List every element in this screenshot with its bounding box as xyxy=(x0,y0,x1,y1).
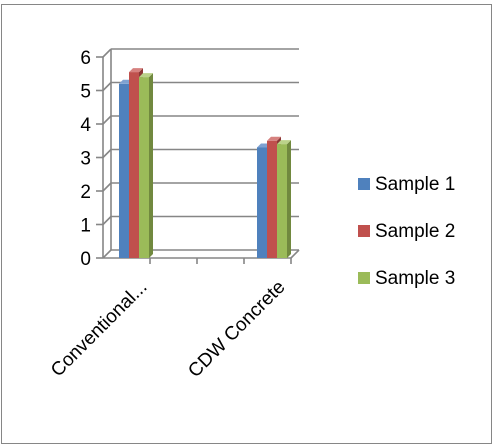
bar-side xyxy=(149,73,153,258)
gridline-connector xyxy=(102,148,112,159)
floor-edge xyxy=(290,249,300,259)
bar xyxy=(119,83,129,258)
chart-frame xyxy=(1,4,492,444)
legend: Sample 1 Sample 2 Sample 3 xyxy=(358,174,455,289)
x-tick-label: CDW Concrete xyxy=(184,277,289,382)
bar xyxy=(257,147,267,258)
bar xyxy=(139,77,149,258)
legend-swatch xyxy=(358,225,370,237)
gridline-connector xyxy=(102,48,112,58)
y-tick-label: 4 xyxy=(80,115,91,136)
y-tick-label: 1 xyxy=(80,216,91,237)
bar xyxy=(129,72,139,258)
legend-swatch xyxy=(358,178,370,190)
y-tick-labels: 0 1 2 3 4 5 6 xyxy=(80,48,91,270)
y-tick-label: 2 xyxy=(80,182,91,203)
bar xyxy=(277,144,287,258)
bar-top xyxy=(129,68,143,73)
bar xyxy=(267,140,277,258)
gridline-connector xyxy=(102,249,112,259)
legend-swatch xyxy=(358,272,370,284)
legend-label: Sample 3 xyxy=(375,268,455,289)
y-tick-label: 5 xyxy=(80,82,91,103)
gridline-connector xyxy=(102,115,112,125)
bar-side xyxy=(287,140,291,258)
gridline-connector xyxy=(102,215,112,226)
y-tick-label: 3 xyxy=(80,149,91,170)
gridline-connector xyxy=(102,81,112,92)
y-tick-label: 6 xyxy=(80,48,91,69)
legend-label: Sample 2 xyxy=(375,221,455,242)
gridline-connector xyxy=(102,182,112,192)
x-tick-labels: Conventional... CDW Concrete xyxy=(47,277,289,382)
bars xyxy=(119,68,291,258)
bar-top xyxy=(267,136,281,141)
y-tick-label: 0 xyxy=(80,249,91,270)
bar-top xyxy=(139,73,153,78)
bar-top xyxy=(277,140,291,145)
x-tick-label: Conventional... xyxy=(47,277,151,381)
legend-label: Sample 1 xyxy=(375,174,455,195)
